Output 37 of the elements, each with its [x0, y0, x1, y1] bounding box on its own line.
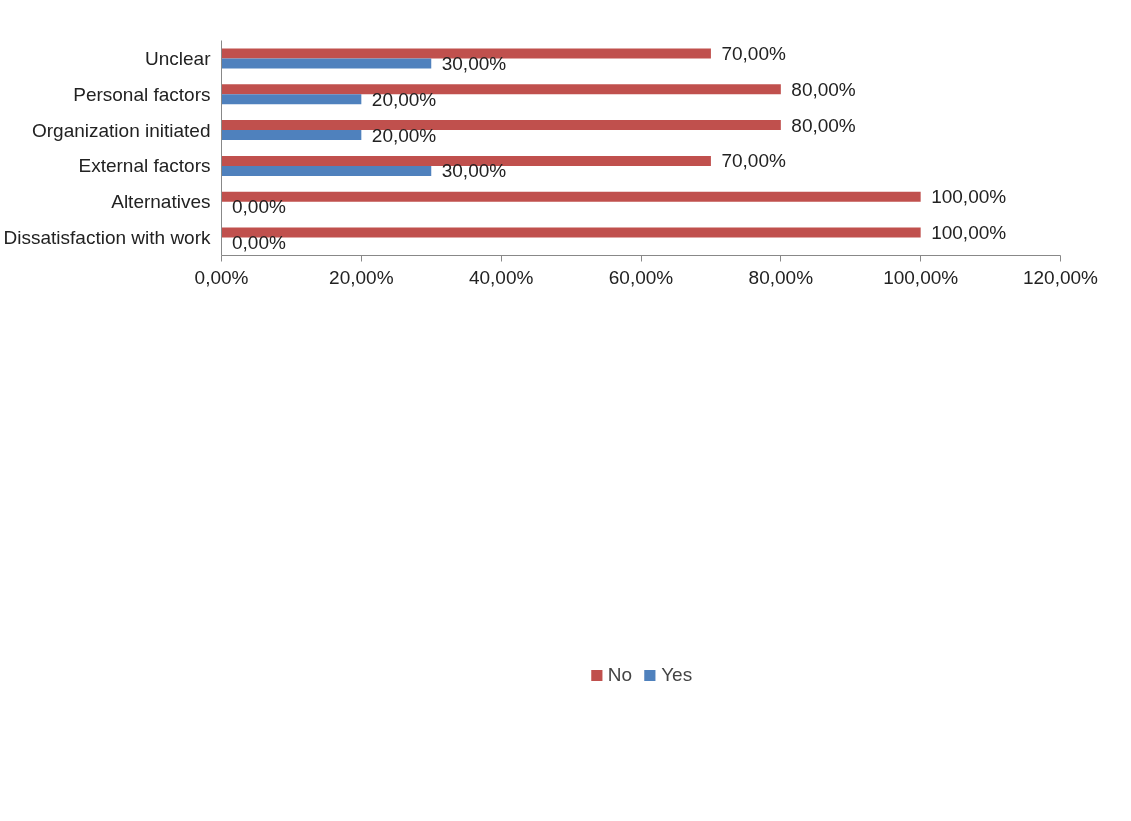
bar: [221, 120, 781, 131]
x-tick-label: 80,00%: [748, 266, 814, 288]
y-tick-label: Personal factors: [73, 83, 211, 105]
bar: [221, 165, 432, 176]
bar: [221, 130, 362, 141]
bar: [221, 191, 921, 202]
bar: [221, 227, 921, 238]
bar: [221, 48, 711, 59]
y-tick-label: Unclear: [145, 47, 212, 69]
y-tick-label: Organization initiated: [32, 119, 211, 141]
data-label: 100,00%: [931, 222, 1007, 244]
bar: [221, 155, 711, 166]
data-label: 30,00%: [441, 160, 507, 182]
data-label: 70,00%: [721, 150, 786, 172]
data-label: 100,00%: [931, 186, 1007, 208]
bar: [221, 84, 781, 95]
data-label: 80,00%: [791, 114, 856, 136]
data-label: 20,00%: [371, 88, 437, 110]
x-tick-label: 0,00%: [194, 266, 249, 288]
legend-label: No: [607, 663, 633, 686]
x-tick-label: 120,00%: [1023, 266, 1099, 288]
data-label: 30,00%: [441, 52, 507, 74]
data-label: 70,00%: [721, 42, 786, 64]
x-tick-label: 60,00%: [608, 266, 674, 288]
y-tick-label: Alternatives: [111, 191, 211, 213]
legend-label: Yes: [661, 663, 693, 686]
y-tick-label: Dissatisfaction with work: [3, 227, 211, 249]
data-label: 0,00%: [231, 232, 286, 254]
x-tick-label: 20,00%: [329, 266, 394, 288]
x-tick-label: 100,00%: [883, 266, 959, 288]
data-label: 0,00%: [231, 196, 286, 218]
bar: [221, 58, 432, 69]
bar: [221, 94, 362, 105]
x-tick-label: 40,00%: [468, 266, 534, 288]
data-label: 80,00%: [791, 78, 856, 100]
y-tick-label: External factors: [78, 155, 211, 177]
data-label: 20,00%: [371, 124, 437, 146]
